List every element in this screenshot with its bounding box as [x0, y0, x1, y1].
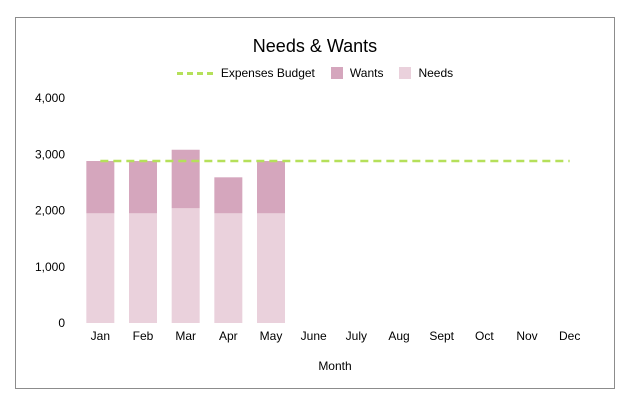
- bar-wants: [171, 149, 200, 209]
- x-tick-label: Jan: [91, 329, 110, 343]
- bar-needs: [257, 213, 285, 323]
- bar-needs: [86, 213, 115, 323]
- y-tick-label: 3,000: [35, 147, 65, 161]
- bar-needs: [214, 213, 243, 323]
- chart-plot-area: Month 0 1,000 2,000 3,000 4,000 Jan Feb Mar Apr M…: [35, 91, 580, 373]
- legend-line-expenses-budget: [176, 71, 213, 75]
- legend-label-needs: Needs: [418, 66, 454, 80]
- bar-wants: [129, 161, 157, 214]
- x-tick-label: Feb: [133, 329, 154, 343]
- x-tick-label: Aug: [388, 329, 409, 343]
- legend-item-wants: Wants: [330, 66, 384, 80]
- y-tick-label: 0: [58, 316, 65, 330]
- chart-title: Needs & Wants: [252, 36, 378, 56]
- x-tick-label: Mar: [175, 329, 196, 343]
- legend-label-wants: Wants: [349, 66, 384, 80]
- x-tick-label: Oct: [475, 329, 494, 343]
- y-tick-label: 2,000: [35, 204, 65, 218]
- legend-item-expenses-budget: Expenses Budget: [176, 66, 315, 80]
- bar-needs: [129, 213, 157, 323]
- legend-swatch-needs: [399, 67, 412, 79]
- y-tick-label: 4,000: [35, 91, 65, 105]
- legend-swatch-wants: [330, 67, 343, 79]
- legend-label-expenses-budget: Expenses Budget: [220, 66, 315, 80]
- y-tick-label: 1,000: [35, 260, 65, 274]
- bar-wants: [214, 177, 243, 214]
- chart-frame: Needs & Wants Expenses Budget Wants Need…: [15, 17, 615, 389]
- x-tick-label: July: [346, 329, 367, 343]
- x-tick-label: June: [301, 329, 327, 343]
- chart-legend: Expenses Budget Wants Needs: [16, 66, 614, 80]
- bar-needs: [171, 208, 200, 323]
- x-tick-label: Dec: [559, 329, 580, 343]
- x-tick-label: Sept: [429, 329, 454, 343]
- x-tick-label: May: [260, 329, 283, 343]
- bar-wants: [257, 161, 285, 214]
- x-tick-label: Nov: [516, 329, 537, 343]
- bar-wants: [86, 161, 115, 214]
- legend-item-needs: Needs: [399, 66, 453, 80]
- x-axis-label: Month: [318, 359, 351, 373]
- x-tick-label: Apr: [219, 329, 238, 343]
